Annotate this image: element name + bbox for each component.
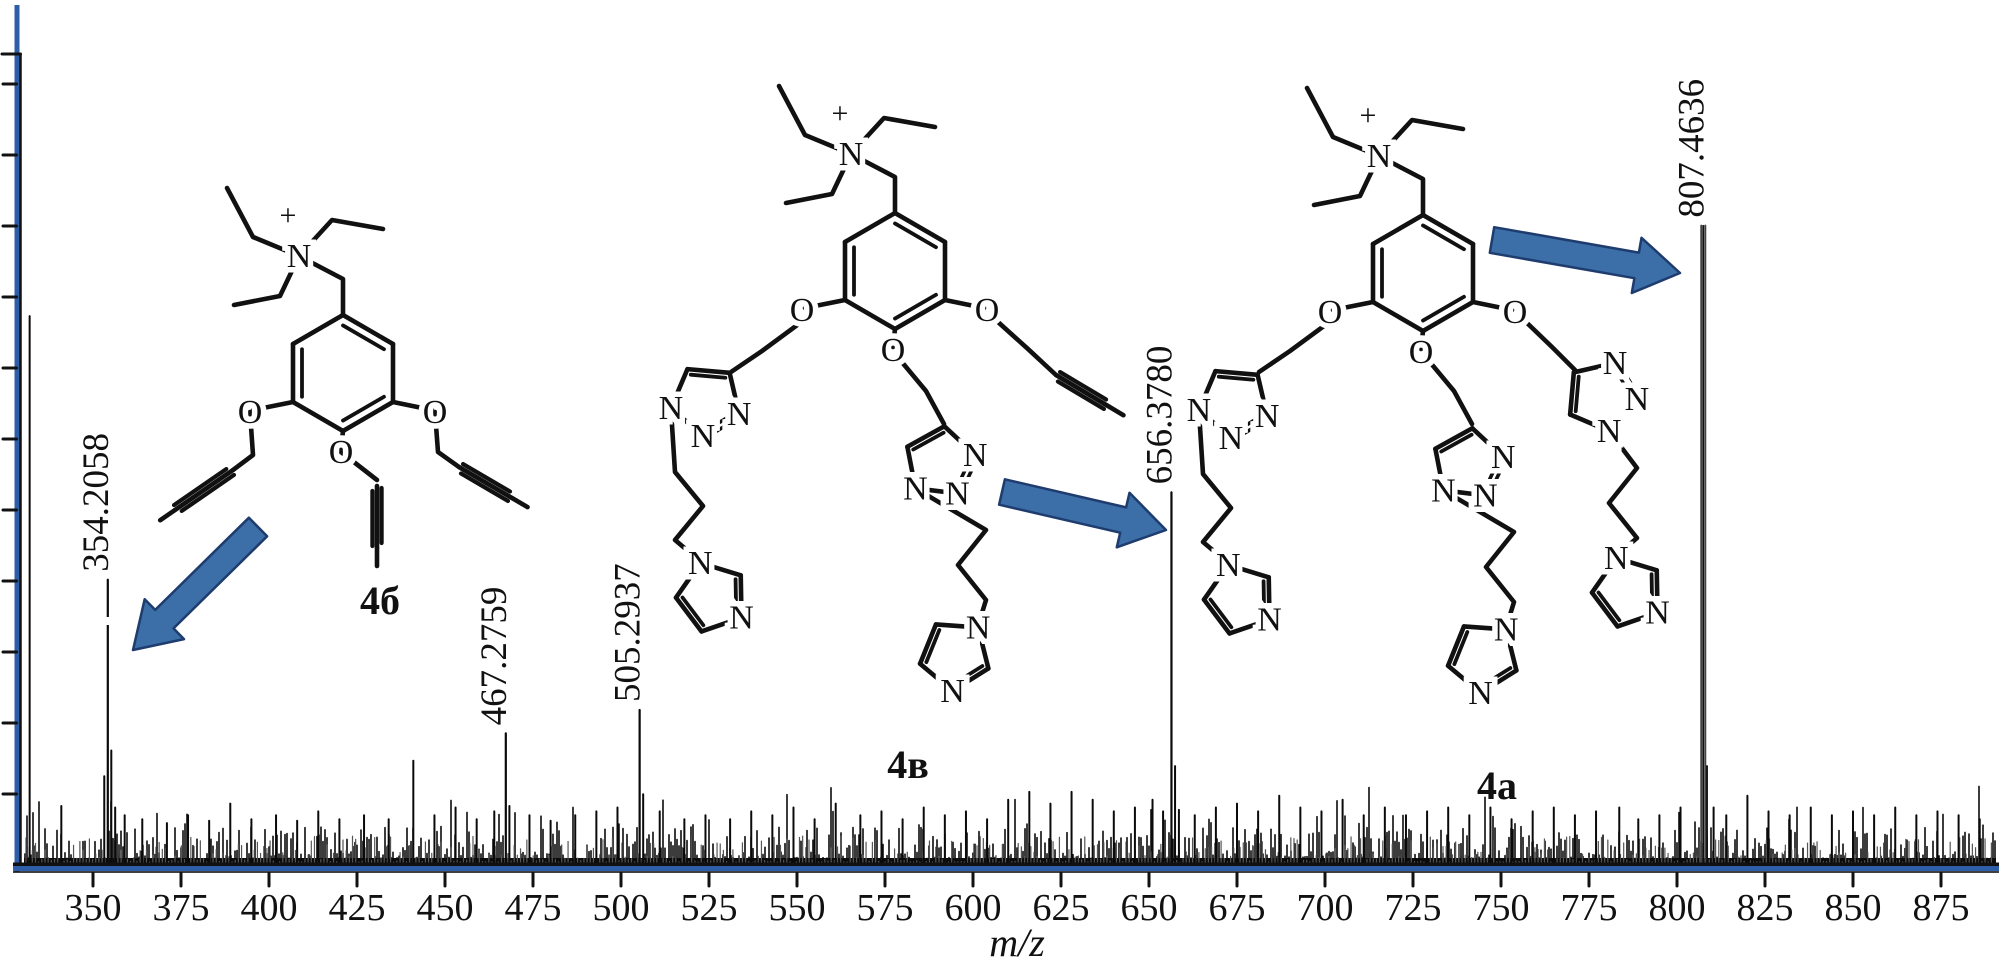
- atom-label: N: [1257, 602, 1282, 639]
- x-tick-label-350: 350: [65, 887, 122, 929]
- atom-label: N: [1187, 392, 1212, 429]
- x-tick-label-875: 875: [1913, 887, 1970, 929]
- atom-label: O: [1503, 294, 1528, 331]
- atom-label: N: [1255, 398, 1280, 435]
- arrow-to-656: [997, 478, 1168, 549]
- x-axis-line: [13, 862, 1999, 866]
- atom-label: O: [790, 292, 815, 329]
- atom-label: O: [1318, 294, 1343, 331]
- atom-label: N: [691, 418, 716, 455]
- x-axis-title: m/z: [989, 920, 1045, 965]
- atom-label: N: [1468, 675, 1493, 712]
- atom-label: N: [1625, 381, 1650, 418]
- x-tick-label-825: 825: [1737, 887, 1794, 929]
- x-tick-label-625: 625: [1033, 887, 1090, 929]
- x-tick-label-800: 800: [1649, 887, 1706, 929]
- atom-label: O: [975, 292, 1000, 329]
- atom-label: +: [280, 199, 297, 232]
- atom-label: N: [963, 437, 988, 474]
- peak-354.2058: 354.2058: [76, 433, 117, 868]
- x-tick-label-450: 450: [417, 887, 474, 929]
- arrow-to-807: [1488, 225, 1682, 295]
- atom-label: N: [1645, 595, 1670, 632]
- peak-sticks: [28, 315, 1981, 867]
- structure-4b: N + O O O 4б: [157, 185, 530, 623]
- compound-label-4a: 4а: [1477, 763, 1517, 808]
- peak-label-656.3780: 656.3780: [1139, 346, 1180, 485]
- atom-label: N: [729, 600, 754, 637]
- x-tick-label-650: 650: [1121, 887, 1178, 929]
- atom-label: N: [1491, 439, 1516, 476]
- atom-label: N: [945, 475, 970, 512]
- atom-label: N: [659, 390, 684, 427]
- peak-807.4636: 807.4636: [1671, 79, 1712, 867]
- atom-label: N: [1603, 345, 1628, 382]
- atom-label: +: [1360, 99, 1377, 132]
- x-tick-label-575: 575: [857, 887, 914, 929]
- atom-label: O: [881, 332, 906, 369]
- peak-467.2759: 467.2759: [474, 587, 515, 868]
- compound-label-4b: 4б: [360, 578, 400, 623]
- x-tick-label-775: 775: [1561, 887, 1618, 929]
- atom-label: N: [287, 238, 312, 275]
- atom-label: O: [238, 394, 263, 431]
- annotation-arrows: [131, 225, 1682, 652]
- x-tick-label-525: 525: [681, 887, 738, 929]
- atom-label: N: [1604, 540, 1629, 577]
- atom-label: N: [1216, 547, 1241, 584]
- x-tick-label-400: 400: [241, 887, 298, 929]
- x-tick-label-375: 375: [153, 887, 210, 929]
- atom-label: N: [688, 545, 713, 582]
- x-tick-label-475: 475: [505, 887, 562, 929]
- peak-label-807.4636: 807.4636: [1671, 79, 1712, 218]
- x-tick-label-675: 675: [1209, 887, 1266, 929]
- atom-label: N: [903, 470, 928, 507]
- axes: 350 375 400 425 450 475 500 525 550 575 600 625 650 6…: [0, 5, 1999, 965]
- x-tick-label-725: 725: [1385, 887, 1442, 929]
- arrow-to-354: [131, 516, 269, 652]
- compound-label-4v: 4в: [887, 742, 929, 787]
- labeled-peaks: 354.2058 467.2759 505.2937 656.3780 807.4636: [76, 79, 1712, 868]
- atom-label: N: [1494, 611, 1519, 648]
- atom-label: O: [1409, 334, 1434, 371]
- x-tick-label-750: 750: [1473, 887, 1530, 929]
- atom-label: N: [966, 609, 991, 646]
- atom-label: N: [940, 673, 965, 710]
- peak-505.2937: 505.2937: [608, 563, 649, 868]
- peak-656.3780: 656.3780: [1139, 346, 1180, 868]
- atom-label: O: [329, 434, 354, 471]
- x-tick-label-600: 600: [945, 887, 1002, 929]
- atom-label: N: [1219, 420, 1244, 457]
- atom-label: N: [1597, 413, 1622, 450]
- atom-label: N: [1367, 138, 1392, 175]
- x-tick-label-425: 425: [329, 887, 386, 929]
- atom-label: N: [727, 396, 752, 433]
- peak-label-354.2058: 354.2058: [76, 433, 117, 572]
- atom-label: N: [1431, 472, 1456, 509]
- x-tick-label-550: 550: [769, 887, 826, 929]
- peak-label-467.2759: 467.2759: [474, 587, 515, 726]
- x-tick-label-700: 700: [1297, 887, 1354, 929]
- x-tick-label-850: 850: [1825, 887, 1882, 929]
- atom-label: O: [423, 394, 448, 431]
- atom-label: +: [832, 97, 849, 130]
- atom-label: N: [1473, 477, 1498, 514]
- peak-label-505.2937: 505.2937: [608, 563, 649, 702]
- atom-label: N: [839, 136, 864, 173]
- x-tick-label-500: 500: [593, 887, 650, 929]
